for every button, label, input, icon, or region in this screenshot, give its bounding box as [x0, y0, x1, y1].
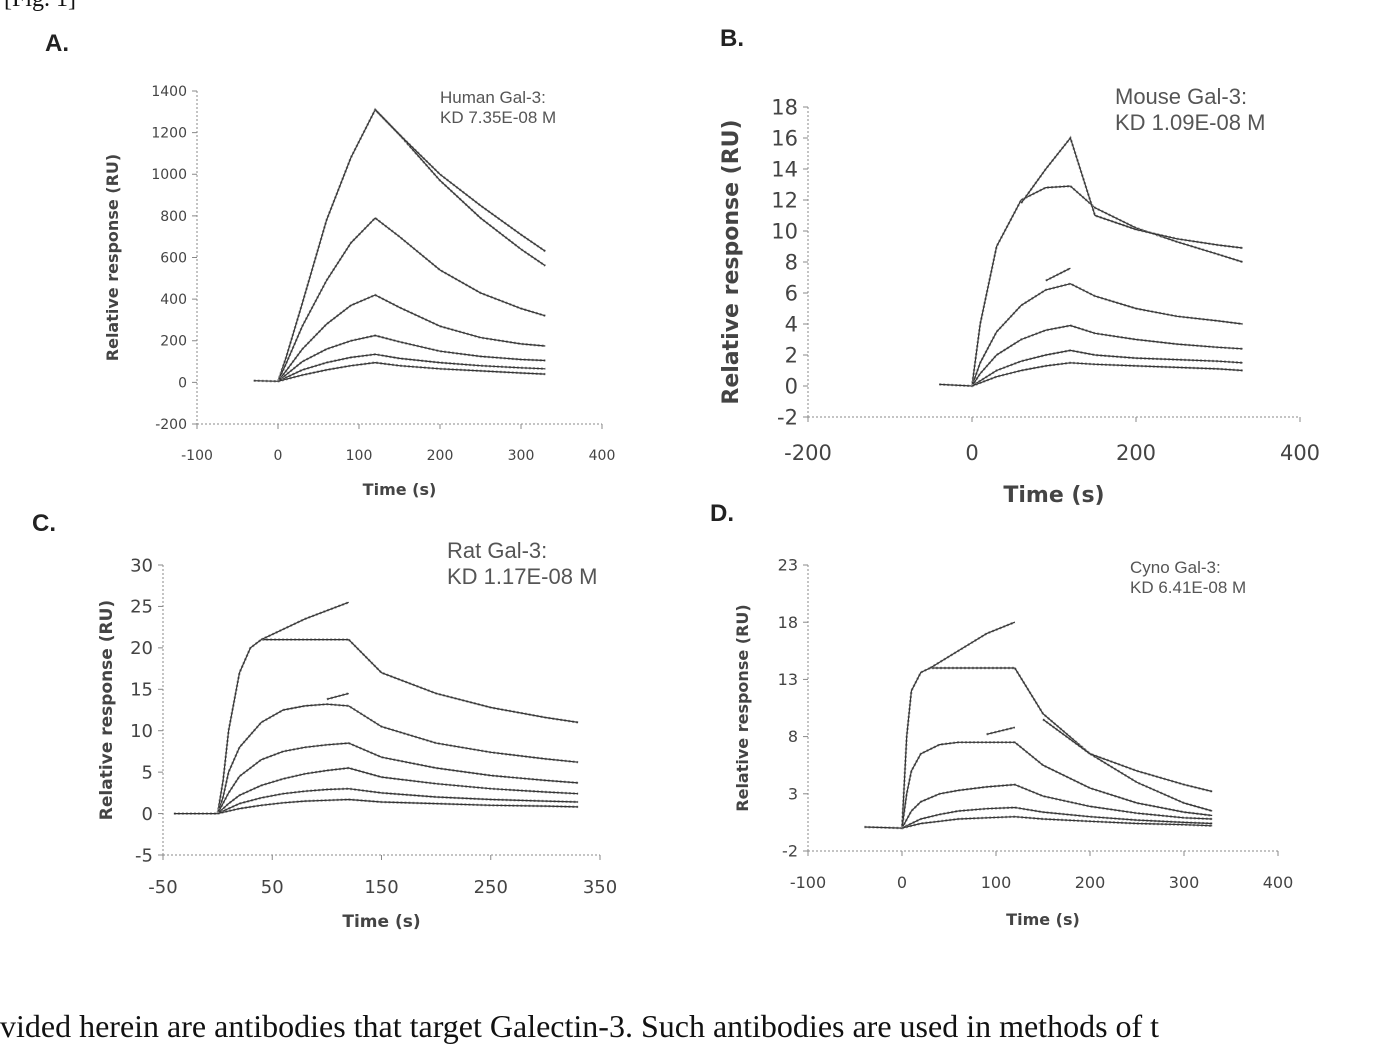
- y-tick-label: 3: [788, 784, 798, 803]
- x-tick-label: -100: [790, 873, 826, 892]
- fit-curve: [902, 817, 1212, 828]
- sensorgram-curve: [987, 727, 1015, 734]
- x-tick-label: 200: [1075, 873, 1106, 892]
- y-tick-label: 23: [778, 556, 798, 575]
- sensorgram-curve: [1043, 719, 1212, 791]
- fit-curve: [902, 742, 1212, 828]
- x-axis-title: Time (s): [1006, 910, 1080, 929]
- y-tick-label: 8: [788, 727, 798, 746]
- sensorgram-curve: [864, 668, 1014, 828]
- annotation-d-line1: Cyno Gal-3:: [1130, 558, 1246, 578]
- fit-curve: [930, 622, 1015, 668]
- annotation-d-line2: KD 6.41E-08 M: [1130, 578, 1246, 598]
- fit-curve: [1015, 668, 1212, 811]
- sensorgram-curve: [1015, 668, 1212, 811]
- fit-curve: [864, 668, 1014, 828]
- fit-curve: [1043, 719, 1212, 791]
- x-tick-label: 300: [1169, 873, 1200, 892]
- x-tick-label: 100: [981, 873, 1012, 892]
- sensorgram-curve: [902, 742, 1212, 828]
- y-tick-label: 13: [778, 670, 798, 689]
- annotation-d: Cyno Gal-3: KD 6.41E-08 M: [1130, 558, 1246, 599]
- y-tick-label: -2: [782, 842, 798, 861]
- sensorgram-curve: [930, 622, 1015, 668]
- page-text-bottom: vided herein are antibodies that target …: [0, 1008, 1391, 1045]
- y-axis-title: Relative response (RU): [733, 604, 752, 811]
- x-tick-label: 400: [1263, 873, 1294, 892]
- y-tick-label: 18: [778, 613, 798, 632]
- sensorgram-curve: [902, 817, 1212, 828]
- x-tick-label: 0: [897, 873, 907, 892]
